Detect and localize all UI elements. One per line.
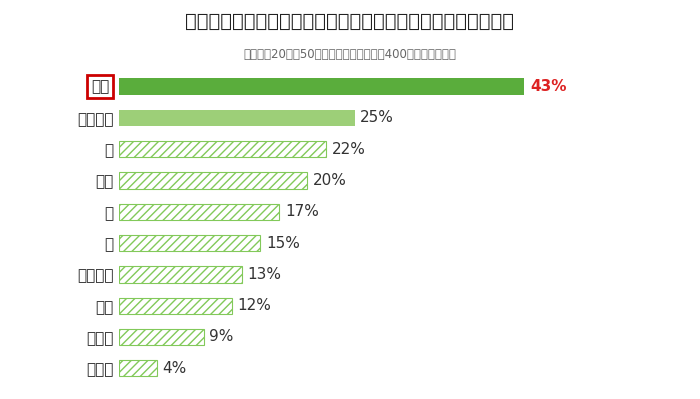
- Bar: [119, 266, 242, 282]
- Bar: [119, 172, 307, 189]
- Text: 15%: 15%: [266, 235, 300, 251]
- Text: 17%: 17%: [285, 204, 318, 219]
- Bar: [119, 360, 157, 376]
- Text: 夏冷え対策に食べたい、もしくは食べている食材は何ですか？: 夏冷え対策に食べたい、もしくは食べている食材は何ですか？: [186, 12, 514, 31]
- Bar: [119, 329, 204, 345]
- Text: 20%: 20%: [313, 173, 347, 188]
- Bar: [119, 203, 279, 220]
- Text: 4%: 4%: [162, 361, 187, 376]
- Bar: [119, 110, 355, 126]
- Text: 43%: 43%: [530, 79, 566, 94]
- Text: 生姜: 生姜: [91, 79, 109, 94]
- Bar: [119, 141, 326, 157]
- Text: 22%: 22%: [332, 142, 366, 157]
- Text: 25%: 25%: [360, 111, 394, 125]
- Bar: [119, 79, 524, 95]
- Bar: [119, 235, 260, 251]
- Text: 12%: 12%: [238, 298, 272, 313]
- Bar: [119, 298, 232, 314]
- Text: 9%: 9%: [209, 330, 234, 344]
- Text: 全国男女20代〜50代のオフィスワーカー400名（複数回答）: 全国男女20代〜50代のオフィスワーカー400名（複数回答）: [244, 48, 456, 61]
- Text: 13%: 13%: [247, 267, 281, 282]
